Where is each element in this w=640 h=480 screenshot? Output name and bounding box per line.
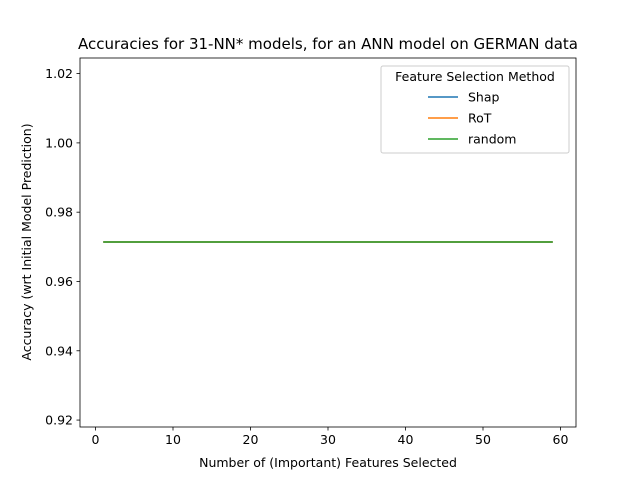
x-tick-label: 20 bbox=[243, 432, 259, 447]
x-tick-label: 0 bbox=[92, 432, 100, 447]
x-tick-label: 40 bbox=[398, 432, 414, 447]
x-tick-label: 50 bbox=[475, 432, 491, 447]
legend-box bbox=[380, 65, 570, 154]
legend-title: Feature Selection Method bbox=[395, 69, 555, 84]
x-axis-label: Number of (Important) Features Selected bbox=[199, 455, 457, 470]
legend-label-shap: Shap bbox=[468, 90, 500, 105]
y-tick-label: 0.98 bbox=[45, 205, 73, 220]
y-axis: 0.92 0.94 0.96 0.98 1.00 1.02 bbox=[45, 66, 80, 428]
y-tick-label: 1.00 bbox=[45, 135, 73, 150]
x-tick-label: 60 bbox=[553, 432, 569, 447]
x-tick-label: 30 bbox=[320, 432, 336, 447]
legend-label-random: random bbox=[468, 132, 516, 147]
y-tick-label: 0.92 bbox=[45, 413, 73, 428]
legend-label-rot: RoT bbox=[468, 111, 492, 126]
y-tick-label: 0.96 bbox=[45, 274, 73, 289]
y-axis-label: Accuracy (wrt Initial Model Prediction) bbox=[19, 123, 34, 360]
legend: Feature Selection Method Shap RoT random bbox=[380, 65, 570, 154]
chart-title: Accuracies for 31-NN* models, for an ANN… bbox=[78, 35, 578, 53]
x-axis: 0 10 20 30 40 50 60 bbox=[92, 427, 569, 447]
y-tick-label: 0.94 bbox=[45, 343, 73, 358]
x-tick-label: 10 bbox=[165, 432, 181, 447]
y-tick-label: 1.02 bbox=[45, 66, 73, 81]
